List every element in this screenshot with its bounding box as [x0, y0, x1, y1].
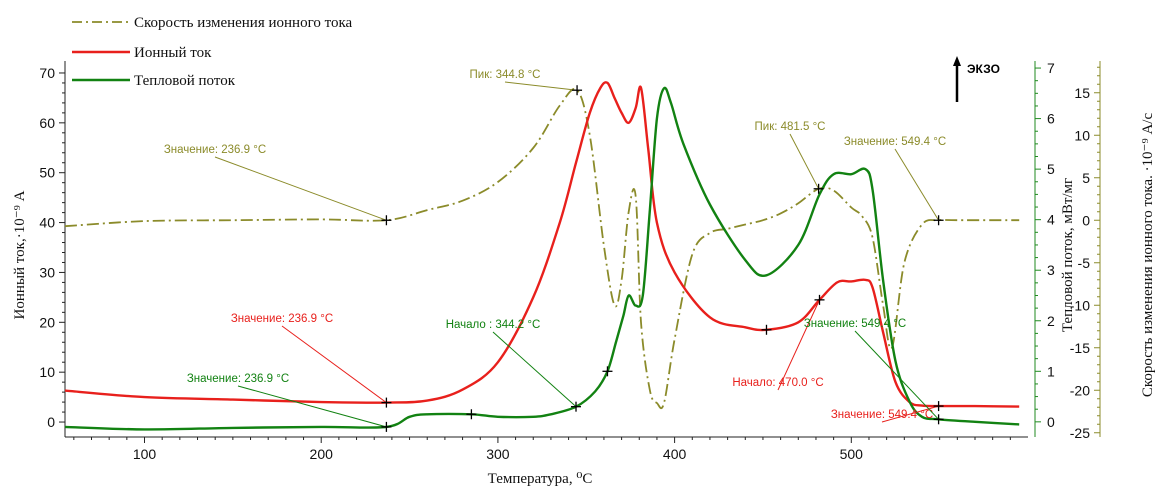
y-right-tick-label: 1: [1047, 363, 1055, 379]
annotation-label: Значение: 549.4 °C: [804, 318, 906, 330]
y-right-tick-label: 3: [1047, 262, 1055, 278]
legend-label: Ионный ток: [134, 45, 212, 61]
annotation-leader: [504, 81, 578, 91]
y-axis-right: 0 1 2 3 4 5 6 7: [1034, 60, 1055, 437]
y-left-tick-label: 40: [39, 215, 55, 231]
series-ion-current: [64, 81, 1020, 408]
y-right-tick-label: 6: [1047, 111, 1055, 127]
y-left-tick-label: 60: [39, 115, 55, 131]
annotation-leader: [237, 385, 387, 428]
y-right-tick-label: 5: [1047, 161, 1055, 177]
annotation-leader: [214, 156, 387, 221]
y-axis-left-label: Ионный ток,·10⁻⁹ A: [12, 190, 28, 319]
x-tick-label: 200: [310, 446, 334, 462]
exo-label: ЭКЗО: [967, 62, 1000, 76]
series-ion-rate: [64, 88, 1020, 410]
annotation-leader: [789, 133, 820, 190]
x-axis: 100 200 300 400 500: [73, 437, 1011, 462]
x-tick-label: 100: [133, 446, 157, 462]
y-right-tick-label: 0: [1047, 414, 1055, 430]
y-far-tick-label: -10: [1070, 297, 1090, 313]
annotation-label: Пик: 344.8 °C: [470, 69, 541, 81]
y-left-tick-label: 20: [39, 314, 55, 330]
series-heat-flow: [64, 86, 1020, 431]
annotations-group: Значение: 236.9 °C Пик: 344.8 °C Пик: 481.…: [164, 69, 946, 432]
y-far-tick-label: 15: [1074, 85, 1090, 101]
annotation-label: Значение: 236.9 °C: [164, 144, 266, 156]
y-right-tick-label: 4: [1047, 212, 1055, 228]
y-far-tick-label: -25: [1070, 425, 1090, 441]
legend-label: Тепловой поток: [134, 73, 236, 89]
y-right-tick-label: 7: [1047, 60, 1055, 76]
y-far-tick-label: -15: [1070, 340, 1090, 356]
annotation-leader: [854, 330, 939, 420]
y-left-tick-label: 50: [39, 165, 55, 181]
y-far-tick-label: 0: [1082, 212, 1090, 228]
y-left-tick-label: 30: [39, 264, 55, 280]
x-tick-label: 500: [840, 446, 864, 462]
y-axis-right-label: Тепловой поток, мВт/мг: [1060, 178, 1076, 332]
legend-label: Скорость изменения ионного тока: [134, 15, 353, 31]
y-axis-left: 0 10 20 30 40 50 60 70: [39, 65, 65, 430]
annotation-label: Значение: 236.9 °C: [231, 313, 333, 325]
x-tick-label: 400: [663, 446, 687, 462]
y-left-tick-label: 0: [47, 414, 55, 430]
annotation-leader: [894, 148, 940, 221]
x-tick-label: 300: [486, 446, 510, 462]
annotation-label: Значение: 236.9 °C: [187, 373, 289, 385]
y-far-tick-label: 10: [1074, 127, 1090, 143]
y-axis-far-right-label: Скорость изменения ионного тока. ·10⁻⁹ A…: [1140, 113, 1156, 398]
annotation-label: Пик: 481.5 °C: [755, 121, 826, 133]
annotation-label: Начало: 470.0 °C: [732, 377, 823, 389]
y-left-tick-label: 70: [39, 65, 55, 81]
y-right-tick-label: 2: [1047, 313, 1055, 329]
annotation-leader: [281, 325, 387, 403]
annotation-label: Начало : 344.2 °C: [446, 319, 541, 331]
annotation-leader: [492, 331, 577, 408]
exo-indicator: ЭКЗО: [953, 56, 1000, 102]
annotation-leader: [777, 299, 820, 391]
x-axis-label: Температура, ⁰C: [488, 471, 593, 487]
y-axis-far-right: -25 -20 -15 -10 -5 0 5 10 15: [1070, 61, 1101, 441]
annotation-label: Значение: 549.4 °C: [831, 409, 933, 421]
annotation-label: Значение: 549.4 °C: [844, 136, 946, 148]
y-far-tick-label: 5: [1082, 170, 1090, 186]
y-far-tick-label: -20: [1070, 382, 1090, 398]
y-left-tick-label: 10: [39, 364, 55, 380]
series-group: [64, 81, 1020, 431]
y-far-tick-label: -5: [1078, 255, 1091, 271]
legend: Скорость изменения ионного тока Ионный то…: [72, 15, 353, 89]
